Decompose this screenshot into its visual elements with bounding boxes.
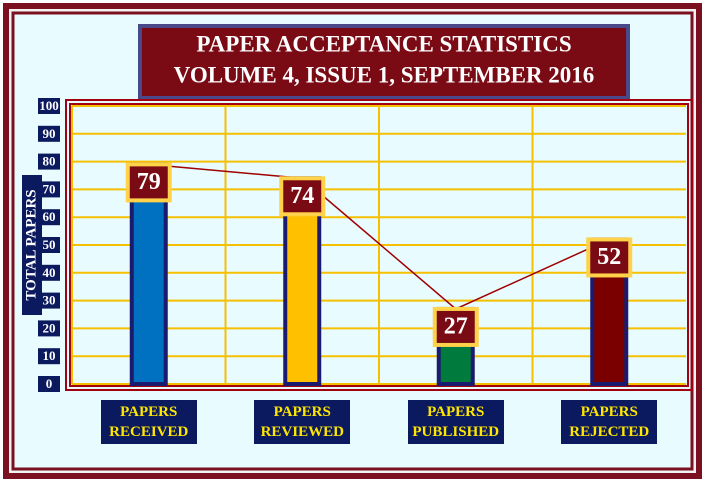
value-label: 79: [137, 169, 161, 195]
plot-border: [65, 99, 693, 391]
y-tick-box: [38, 264, 60, 281]
y-tick-label: 0: [46, 376, 53, 391]
value-label: 74: [290, 183, 314, 209]
x-tick-label: PAPERS REVIEWED: [254, 400, 351, 444]
y-tick-box: [38, 181, 60, 198]
y-tick-label: 60: [43, 209, 56, 224]
value-label: 27: [444, 313, 468, 339]
y-tick-label: 40: [43, 265, 56, 280]
chart-subtitle: VOLUME 4, ISSUE 1, SEPTEMBER 2016: [174, 62, 595, 87]
chart-title: PAPER ACCEPTANCE STATISTICS: [196, 31, 571, 56]
x-tick-label: PAPERS RECEIVED: [100, 400, 197, 444]
y-tick-box: [38, 153, 60, 170]
value-label-box: [279, 176, 326, 217]
x-tick-label: PAPERS PUBLISHED: [407, 400, 504, 444]
value-label-box: [586, 237, 633, 278]
y-tick-label: 100: [39, 98, 59, 113]
y-tick-label: 30: [43, 293, 56, 308]
y-tick-box: [38, 348, 60, 365]
y-tick-label: 10: [43, 348, 56, 363]
y-axis-label: TOTAL PAPERS: [23, 189, 39, 300]
x-tick-label: PAPERS REJECTED: [561, 400, 658, 444]
value-label-box: [125, 162, 172, 203]
title-box: [138, 24, 630, 100]
y-tick-label: 70: [43, 181, 56, 196]
y-tick-box: [38, 237, 60, 253]
y-tick-box: [38, 320, 60, 337]
y-tick-box: [38, 98, 60, 114]
y-tick-label: 90: [43, 126, 56, 141]
y-tick-label: 80: [43, 154, 56, 169]
y-tick-box: [38, 125, 60, 142]
value-label-box: [432, 306, 479, 347]
trend-line: [148, 163, 610, 310]
y-tick-label: 20: [43, 320, 56, 335]
y-label-box: [22, 175, 42, 315]
y-tick-box: [38, 376, 60, 392]
y-tick-box: [38, 292, 60, 309]
y-tick-label: 50: [43, 237, 56, 252]
y-tick-box: [38, 209, 60, 226]
value-label: 52: [597, 244, 621, 270]
plot-border-inner: [69, 103, 689, 387]
